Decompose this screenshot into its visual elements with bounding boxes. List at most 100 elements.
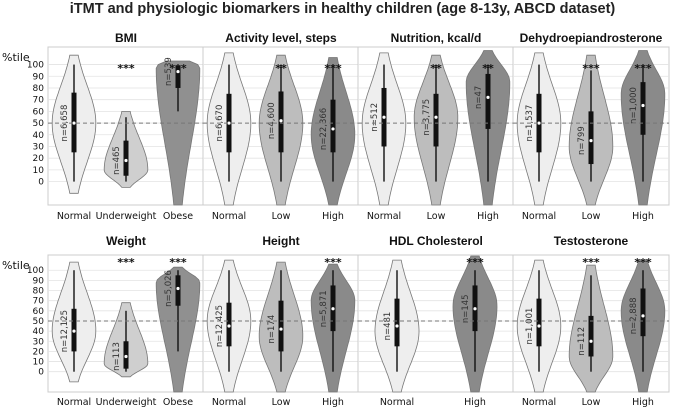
y-tick-label: 70 <box>33 297 45 307</box>
y-tick-label: 40 <box>33 131 45 141</box>
y-tick-label: 70 <box>33 96 45 106</box>
y-tick-label: 60 <box>33 107 45 117</box>
x-tick-label: Obese <box>163 211 193 222</box>
y-tick-label: 20 <box>33 347 45 357</box>
median-marker <box>331 127 335 131</box>
median-marker <box>589 139 593 143</box>
median-marker <box>227 324 231 328</box>
median-marker <box>331 307 335 311</box>
y-tick-label: 50 <box>33 317 45 327</box>
x-tick-label: Normal <box>367 211 401 222</box>
median-marker <box>124 158 128 163</box>
n-label: n=47 <box>474 86 484 109</box>
iqr-box <box>394 298 400 347</box>
n-label: n=2,888 <box>629 297 639 334</box>
x-tick-label: High <box>322 397 344 408</box>
iqr-box <box>330 99 336 153</box>
chart-panel: Nutrition, kcal/d n=512 Normal n=3,775 ** Low… <box>357 31 515 222</box>
x-tick-label: High <box>632 397 654 408</box>
y-tick-label: 10 <box>33 358 45 368</box>
chart-panel: BMI0102030405060708090100%tilen=6,658Nor… <box>2 31 205 222</box>
significance-marker: *** <box>634 256 652 269</box>
x-tick-label: Underweight <box>96 397 157 408</box>
panels: BMI0102030405060708090100%tilen=6,658Nor… <box>2 31 670 408</box>
median-marker <box>176 69 180 74</box>
y-tick-label: 100 <box>27 266 44 276</box>
x-tick-label: High <box>322 211 344 222</box>
y-axis-label: %tile <box>2 259 30 272</box>
median-marker <box>382 115 386 119</box>
iqr-box <box>485 73 491 129</box>
significance-marker: ** <box>275 62 287 75</box>
n-label: n=539 <box>164 57 174 86</box>
significance-marker: *** <box>324 62 342 75</box>
significance-marker: *** <box>324 256 342 269</box>
median-marker <box>473 307 477 311</box>
median-marker <box>589 339 593 343</box>
x-tick-label: Normal <box>212 397 246 408</box>
iqr-box <box>588 111 594 165</box>
y-tick-label: 30 <box>33 142 45 152</box>
n-label: n=1,001 <box>525 308 535 345</box>
iqr-box <box>175 65 181 88</box>
median-marker <box>176 286 180 291</box>
iqr-box <box>640 288 646 337</box>
chart-panel: Dehydroepiandrosteronen=1,537Normaln=799… <box>512 31 670 222</box>
x-tick-label: Normal <box>522 397 556 408</box>
y-tick-label: 50 <box>33 119 45 129</box>
n-label: n=3,775 <box>422 99 432 136</box>
iqr-box <box>278 300 284 352</box>
n-label: n=465 <box>112 146 122 175</box>
y-tick-label: 10 <box>33 166 45 176</box>
iqr-box <box>588 315 594 357</box>
panel-title: Height <box>262 234 299 248</box>
y-tick-label: 40 <box>33 327 45 337</box>
n-label: n=112 <box>577 327 587 356</box>
median-marker <box>395 324 399 328</box>
x-tick-label: Normal <box>57 211 91 222</box>
figure-title: iTMT and physiologic biomarkers in healt… <box>70 1 616 17</box>
significance-marker: *** <box>466 256 484 269</box>
median-marker <box>537 324 541 328</box>
x-tick-label: Obese <box>163 397 193 408</box>
n-label: n=5,026 <box>164 270 174 307</box>
panel-title: BMI <box>115 31 137 45</box>
median-marker <box>641 103 645 108</box>
x-tick-label: Low <box>582 397 601 408</box>
panel-title: Testosterone <box>554 234 629 248</box>
chart-panel: Height n=12,425 Normal n=174 Low n=5,871 *** Hi… <box>202 234 360 408</box>
n-label: n=1,000 <box>629 87 639 124</box>
iqr-box <box>433 93 439 147</box>
significance-marker: *** <box>117 62 135 75</box>
n-label: n=12,125 <box>60 310 70 352</box>
y-tick-label: 30 <box>33 337 45 347</box>
median-marker <box>72 121 76 125</box>
n-label: n=481 <box>383 312 393 341</box>
y-tick-label: 80 <box>33 287 45 297</box>
n-label: n=145 <box>461 294 471 323</box>
significance-marker: *** <box>582 62 600 75</box>
significance-marker: *** <box>634 62 652 75</box>
n-label: n=22,366 <box>319 108 329 150</box>
median-marker <box>279 119 283 123</box>
x-tick-label: Normal <box>212 211 246 222</box>
n-label: n=512 <box>370 103 380 132</box>
panel-title: Activity level, steps <box>225 31 337 45</box>
y-tick-label: 60 <box>33 307 45 317</box>
x-tick-label: Low <box>272 397 291 408</box>
n-label: n=799 <box>577 126 587 155</box>
x-tick-label: High <box>477 211 499 222</box>
n-label: n=4,600 <box>267 102 277 139</box>
y-tick-label: 20 <box>33 154 45 164</box>
median-marker <box>537 121 541 125</box>
panel-title: Weight <box>106 234 146 248</box>
significance-marker: ** <box>430 62 442 75</box>
n-label: n=12,425 <box>215 305 225 347</box>
x-tick-label: High <box>464 397 486 408</box>
median-marker <box>124 354 128 359</box>
y-tick-label: 0 <box>38 178 44 188</box>
panel-title: Dehydroepiandrosterone <box>520 31 663 45</box>
iqr-box <box>123 140 129 176</box>
y-axis-label: %tile <box>2 51 30 64</box>
